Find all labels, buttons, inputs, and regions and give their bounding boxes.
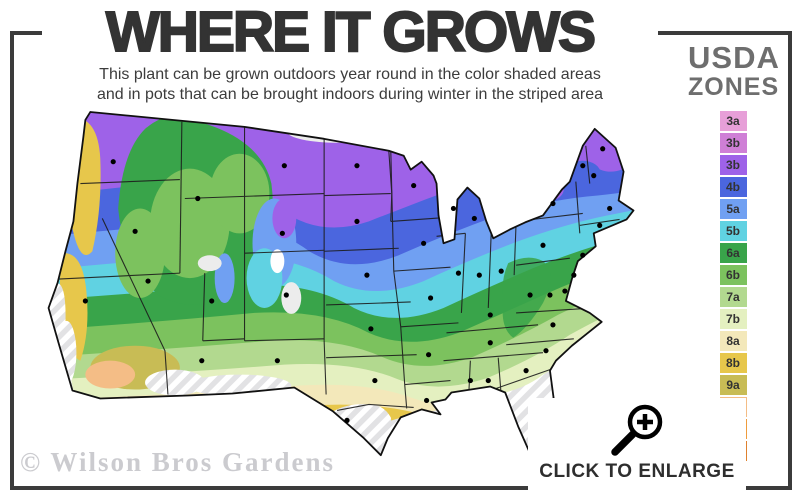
zone-swatch-5a: 5a bbox=[719, 199, 747, 219]
subtitle-line-2: and in pots that can be brought indoors … bbox=[96, 86, 604, 103]
zone-swatch-7b: 7b bbox=[719, 309, 747, 329]
zone-swatch-4b: 4b bbox=[719, 177, 747, 197]
zone-swatch-3b: 3b bbox=[719, 133, 747, 153]
zone-swatch-6b: 6b bbox=[719, 265, 747, 285]
subtitle-line-1: This plant can be grown outdoors year ro… bbox=[99, 66, 601, 83]
zone-swatch-8b: 8b bbox=[719, 353, 747, 373]
us-hardiness-zone-map[interactable] bbox=[40, 104, 658, 495]
click-to-enlarge-label: CLICK TO ENLARGE bbox=[539, 461, 735, 482]
zone-swatch-8a: 8a bbox=[719, 331, 747, 351]
click-to-enlarge[interactable]: CLICK TO ENLARGE bbox=[528, 398, 746, 490]
magnifier-zoom-icon bbox=[611, 404, 663, 456]
city-dots bbox=[82, 146, 613, 445]
zone-swatch-6a: 6a bbox=[719, 243, 747, 263]
zone-swatch-5b: 5b bbox=[719, 221, 747, 241]
legend-title: USDA ZONES bbox=[688, 40, 780, 101]
us-map-svg bbox=[47, 111, 635, 462]
zone-swatch-9a: 9a bbox=[719, 375, 747, 395]
legend-title-usda: USDA bbox=[688, 40, 780, 75]
zone-swatch-3b: 3b bbox=[719, 155, 747, 175]
legend-title-zones: ZONES bbox=[688, 73, 780, 101]
page-title: WHERE IT GROWS bbox=[105, 0, 597, 64]
zone-swatch-3a: 3a bbox=[719, 111, 747, 131]
zone-swatch-7a: 7a bbox=[719, 287, 747, 307]
header: WHERE IT GROWS This plant can be grown o… bbox=[42, 0, 658, 103]
watermark: © Wilson Bros Gardens bbox=[20, 447, 335, 477]
